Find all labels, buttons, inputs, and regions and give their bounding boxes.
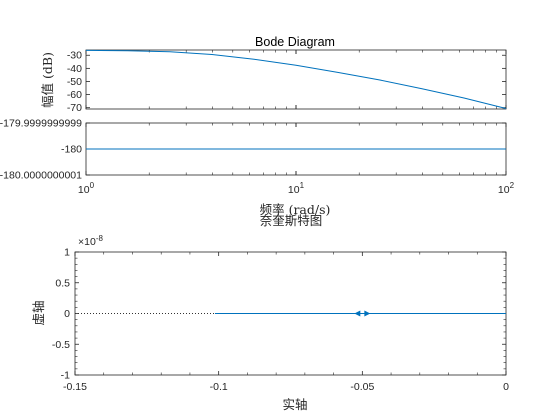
nyquist-y-tick-label: -0.5 bbox=[52, 339, 70, 351]
magnitude-y-tick-label: -50 bbox=[67, 76, 82, 88]
nyquist-title: 奈奎斯特图 bbox=[260, 213, 323, 228]
nyquist-y-multiplier: ×10-8 bbox=[78, 234, 103, 248]
nyquist-panel: 10.50-0.5-1 -0.15 -0.1 -0.05 0 奈奎斯特图 实轴 虚轴 … bbox=[31, 213, 509, 412]
nyquist-y-tick-label: 0 bbox=[64, 308, 70, 320]
magnitude-y-label: 幅值 (dB) bbox=[40, 52, 55, 108]
bode-x-tick-labels: 100 101 102 bbox=[78, 181, 515, 196]
nyquist-y-tick-label: 0.5 bbox=[55, 277, 70, 289]
bode-phase-panel: -179.9999999999-180-180.0000000001 100 10… bbox=[0, 118, 515, 218]
bode-magnitude-panel: -30-40-50-60-70 Bode Diagram 幅值 (dB) bbox=[40, 35, 507, 114]
bode-x-tick-label: 100 bbox=[78, 181, 95, 196]
magnitude-y-ticks: -30-40-50-60-70 bbox=[67, 50, 506, 114]
phase-x-ticks bbox=[85, 123, 507, 175]
x-tick-exponent: 2 bbox=[510, 181, 515, 190]
magnitude-y-tick-label: -60 bbox=[67, 89, 82, 101]
magnitude-y-tick-label: -30 bbox=[67, 50, 82, 62]
phase-y-tick-label: -179.9999999999 bbox=[0, 118, 82, 130]
magnitude-axes-box bbox=[85, 49, 507, 110]
magnitude-line bbox=[85, 49, 507, 109]
nyquist-y-label: 虚轴 bbox=[31, 300, 46, 325]
phase-y-tick-label: -180.0000000001 bbox=[0, 170, 82, 182]
nyquist-x-tick-label: -0.1 bbox=[210, 381, 228, 393]
nyquist-y-ticks: 1 0.5 0 -0.5 -1 bbox=[52, 247, 506, 382]
nyquist-x-tick-label: 0 bbox=[503, 381, 509, 393]
nyquist-arrow-icon bbox=[364, 310, 371, 317]
x-tick-exponent: 0 bbox=[90, 181, 95, 190]
nyquist-arrow-icon bbox=[354, 310, 361, 317]
x-tick-base: 10 bbox=[288, 184, 300, 196]
magnitude-y-tick-label: -70 bbox=[67, 102, 82, 114]
bode-x-tick-label: 101 bbox=[288, 181, 305, 196]
nyquist-x-tick-label: -0.15 bbox=[63, 381, 87, 393]
phase-y-ticks: -179.9999999999 -180 -180.0000000001 bbox=[0, 118, 506, 182]
nyquist-y-tick-label: -1 bbox=[61, 370, 70, 382]
x-tick-base: 10 bbox=[498, 184, 510, 196]
nyquist-y-multiplier-base: ×10 bbox=[78, 236, 96, 248]
nyquist-x-tick-label: -0.05 bbox=[350, 381, 374, 393]
bode-x-label: 频率 (rad/s) bbox=[260, 202, 331, 217]
nyquist-x-ticks: -0.15 -0.1 -0.05 0 bbox=[63, 252, 509, 393]
x-tick-base: 10 bbox=[78, 184, 90, 196]
x-tick-exponent: 1 bbox=[300, 181, 305, 190]
magnitude-x-ticks bbox=[85, 50, 507, 109]
bode-x-tick-label: 102 bbox=[498, 181, 515, 196]
magnitude-series bbox=[85, 49, 507, 109]
nyquist-y-tick-label: 1 bbox=[64, 247, 70, 259]
bode-title: Bode Diagram bbox=[255, 35, 335, 49]
nyquist-x-label: 实轴 bbox=[282, 397, 307, 412]
magnitude-y-tick-label: -40 bbox=[67, 63, 82, 75]
nyquist-series bbox=[75, 310, 506, 317]
phase-y-tick-label: -180 bbox=[61, 144, 82, 156]
nyquist-y-multiplier-exp: -8 bbox=[96, 234, 104, 243]
